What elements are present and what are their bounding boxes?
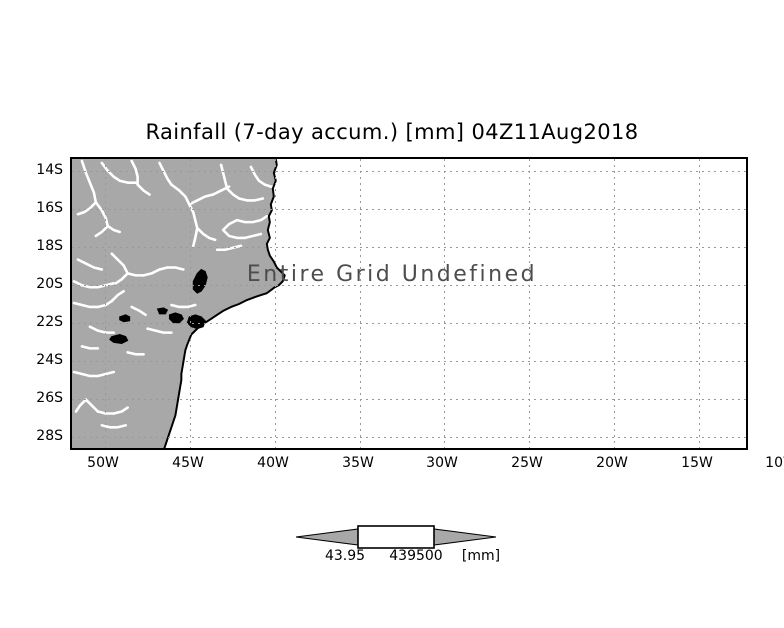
gridline-vertical: [105, 159, 106, 448]
gridline-horizontal: [72, 323, 746, 324]
x-axis-tick: [105, 448, 107, 450]
y-axis-tick: [70, 399, 72, 401]
x-axis-label: 40W: [257, 455, 289, 471]
x-axis-label: 45W: [172, 455, 204, 471]
gridline-horizontal: [72, 209, 746, 210]
y-axis-tick: [70, 285, 72, 287]
x-axis-label: 35W: [342, 455, 374, 471]
landmass-polygon: [72, 159, 285, 448]
gridline-horizontal: [72, 399, 746, 400]
map-plot-area[interactable]: [70, 157, 748, 450]
basemap-graphic: [72, 159, 746, 448]
gridline-vertical: [360, 159, 361, 448]
grads-plot-page: Rainfall (7-day accum.) [mm] 04Z11Aug201…: [36, 120, 784, 568]
colorbar[interactable]: [296, 524, 496, 550]
y-axis-tick: [70, 171, 72, 173]
x-axis-label: 15W: [681, 455, 713, 471]
colorbar-max-label: 439500: [389, 548, 443, 564]
y-axis-label: 26S: [36, 390, 63, 406]
colorbar-min-label: 43.95: [324, 548, 366, 564]
page-title: Rainfall (7-day accum.) [mm] 04Z11Aug201…: [145, 120, 639, 144]
x-axis-label: 30W: [426, 455, 458, 471]
y-axis-tick: [70, 361, 72, 363]
gridline-vertical: [699, 159, 700, 448]
y-axis-label: 14S: [36, 162, 63, 178]
x-axis-tick: [360, 448, 362, 450]
y-axis-label: 16S: [36, 200, 63, 216]
y-axis-tick: [70, 323, 72, 325]
x-axis-label: 25W: [511, 455, 543, 471]
y-axis-label: 18S: [36, 238, 63, 254]
y-axis-tick: [70, 437, 72, 439]
gridline-horizontal: [72, 285, 746, 286]
x-axis-label: 20W: [596, 455, 628, 471]
x-axis-tick: [275, 448, 277, 450]
y-axis-label: 20S: [36, 276, 63, 292]
x-axis-tick: [614, 448, 616, 450]
colorbar-labels: 43.95 439500 [mm]: [276, 548, 516, 568]
x-axis-label: 50W: [87, 455, 119, 471]
gridline-vertical: [614, 159, 615, 448]
colorbar-graphic: [296, 525, 496, 549]
x-axis-tick: [190, 448, 192, 450]
colorbar-arrow-right: [433, 528, 496, 546]
y-axis-label: 28S: [36, 428, 63, 444]
y-axis-tick: [70, 247, 72, 249]
gridline-vertical: [190, 159, 191, 448]
colorbar-band: [357, 525, 435, 549]
x-axis-tick: [699, 448, 701, 450]
y-axis-label: 24S: [36, 352, 63, 368]
gridline-horizontal: [72, 437, 746, 438]
coastline-path: [163, 159, 286, 448]
gridline-vertical: [275, 159, 276, 448]
gridline-horizontal: [72, 361, 746, 362]
x-axis-tick: [529, 448, 531, 450]
x-axis-tick: [444, 448, 446, 450]
y-axis-label: 22S: [36, 314, 63, 330]
colorbar-units-label: [mm]: [461, 548, 501, 564]
colorbar-arrow-left: [296, 528, 359, 546]
gridline-vertical: [529, 159, 530, 448]
lakes-layer: [109, 268, 208, 344]
gridline-vertical: [444, 159, 445, 448]
gridline-horizontal: [72, 171, 746, 172]
y-axis-tick: [70, 209, 72, 211]
x-axis-label: 10W: [765, 455, 784, 471]
gridline-horizontal: [72, 247, 746, 248]
